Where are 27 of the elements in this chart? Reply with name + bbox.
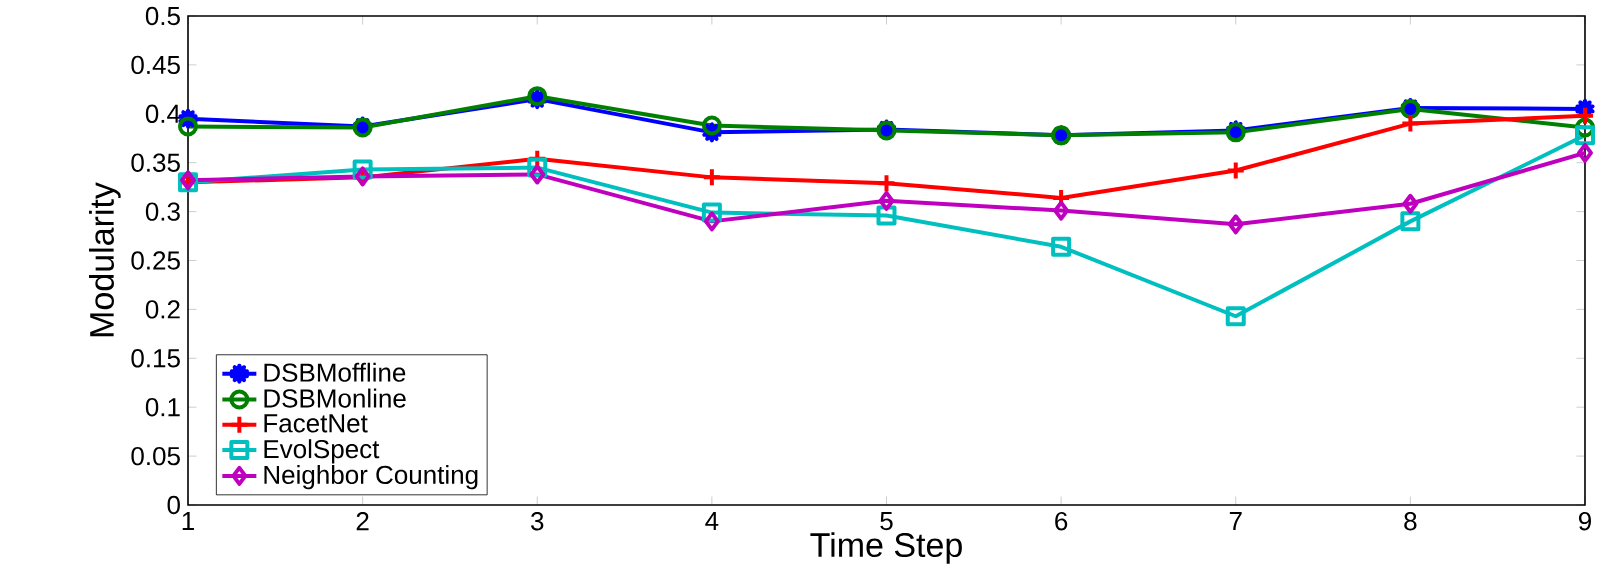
- y-tick-label: 0.35: [131, 153, 180, 172]
- x-tick-label: 6: [1055, 511, 1068, 531]
- x-tick-label: 5: [880, 511, 893, 530]
- x-tick-label: 1: [182, 511, 194, 530]
- legend-label: Neighbor Counting: [264, 464, 478, 490]
- y-tick-label: 0: [167, 495, 180, 514]
- y-tick-label: 0.5: [145, 6, 180, 25]
- y-tick-label: 0.2: [145, 299, 180, 319]
- x-tick-label: 2: [356, 511, 369, 530]
- x-axis-title: Time Step: [810, 531, 962, 564]
- legend-label: FacetNet: [264, 414, 368, 433]
- y-tick-label: 0.1: [145, 397, 180, 417]
- legend-label: EvolSpect: [264, 438, 380, 464]
- x-tick-label: 8: [1404, 511, 1417, 531]
- y-tick-label: 0.3: [145, 202, 180, 221]
- y-tick-label: 0.45: [131, 55, 180, 74]
- x-tick-label: 7: [1229, 511, 1242, 530]
- y-tick-label: 0.05: [131, 446, 180, 466]
- legend-label: DSBMoffline: [264, 362, 406, 382]
- legend-label: DSBMonline: [264, 388, 406, 408]
- x-tick-label: 9: [1578, 511, 1591, 531]
- y-tick-label: 0.4: [145, 104, 181, 123]
- y-axis-title: Modularity: [89, 181, 121, 336]
- y-tick-label: 0.25: [131, 251, 180, 270]
- y-tick-label: 0.15: [131, 348, 180, 368]
- x-tick-label: 3: [531, 511, 544, 531]
- x-tick-label: 4: [705, 511, 719, 530]
